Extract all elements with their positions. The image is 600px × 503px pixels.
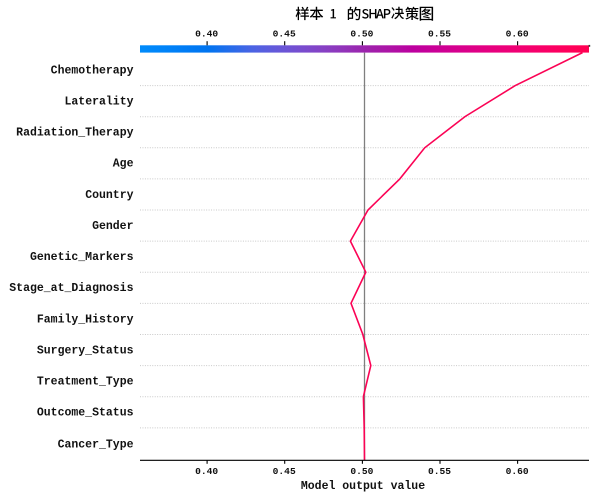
svg-text:0.45: 0.45 <box>273 28 296 39</box>
svg-text:0.40: 0.40 <box>195 28 218 39</box>
svg-text:Gender: Gender <box>92 220 134 233</box>
svg-text:Stage_at_Diagnosis: Stage_at_Diagnosis <box>9 282 133 295</box>
svg-text:0.60: 0.60 <box>506 28 529 39</box>
svg-text:Treatment_Type: Treatment_Type <box>37 376 134 389</box>
svg-text:0.50: 0.50 <box>350 466 373 477</box>
svg-text:0.50: 0.50 <box>350 28 373 39</box>
svg-text:Country: Country <box>85 189 133 202</box>
svg-text:Age: Age <box>113 158 134 171</box>
svg-text:0.55: 0.55 <box>428 466 451 477</box>
svg-text:Laterality: Laterality <box>64 95 133 108</box>
svg-text:Outcome_Status: Outcome_Status <box>37 407 134 420</box>
svg-text:Family_History: Family_History <box>37 313 134 326</box>
svg-text:Genetic_Markers: Genetic_Markers <box>30 251 134 264</box>
svg-text:Chemotherapy: Chemotherapy <box>51 64 134 77</box>
svg-text:Surgery_Status: Surgery_Status <box>37 344 134 357</box>
svg-text:Cancer_Type: Cancer_Type <box>58 438 134 451</box>
svg-text:Radiation_Therapy: Radiation_Therapy <box>16 127 133 140</box>
svg-text:0.45: 0.45 <box>273 466 296 477</box>
svg-text:0.55: 0.55 <box>428 28 451 39</box>
svg-text:0.60: 0.60 <box>506 466 529 477</box>
svg-text:Model output value: Model output value <box>301 480 425 493</box>
svg-text:0.40: 0.40 <box>195 466 218 477</box>
